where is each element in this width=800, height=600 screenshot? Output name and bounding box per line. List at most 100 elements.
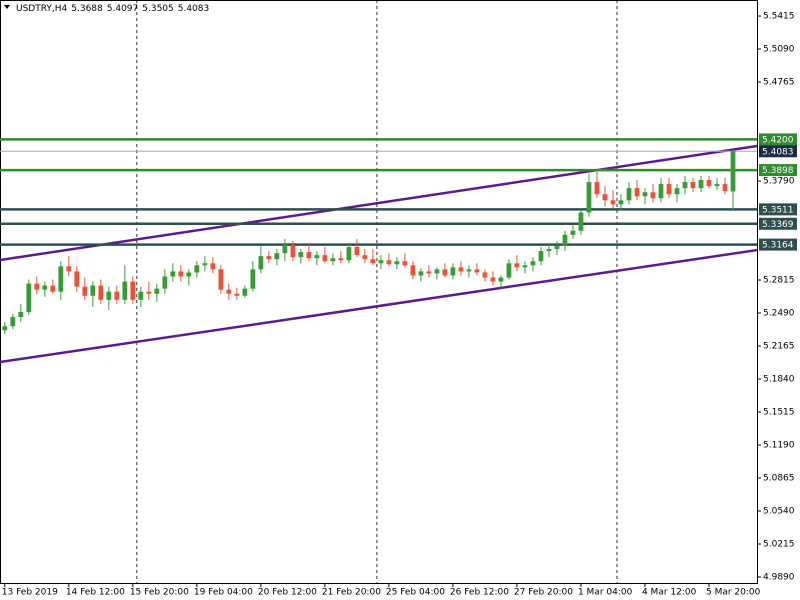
plot-frame xyxy=(0,0,758,584)
y-tick-label: 5.1515 xyxy=(763,408,795,418)
candle-body xyxy=(26,283,32,313)
x-tick-label: 21 Feb 20:00 xyxy=(322,588,381,598)
candle-body xyxy=(162,276,168,289)
candle-body xyxy=(674,188,680,195)
candle-body xyxy=(274,253,280,260)
candle-body xyxy=(18,312,24,318)
candle-body xyxy=(250,269,256,289)
price-label-box xyxy=(759,145,797,158)
price-label-box xyxy=(759,203,797,216)
candle-body xyxy=(50,285,56,292)
candle-body xyxy=(74,271,80,287)
candle-body xyxy=(442,269,448,276)
candle-body xyxy=(338,258,344,261)
candle-body xyxy=(546,249,552,252)
candle-body xyxy=(98,285,104,300)
y-tick-label: 5.5415 xyxy=(763,12,795,22)
chart-header: USDTRY,H4 5.3688 5.4097 5.3505 5.4083 xyxy=(16,4,209,14)
symbol: USDTRY,H4 xyxy=(16,4,68,14)
candle-body xyxy=(298,252,304,258)
candle-body xyxy=(562,234,568,247)
candle-body xyxy=(170,271,176,277)
candle-body xyxy=(130,281,136,300)
candle-body xyxy=(290,244,296,258)
candle-body xyxy=(370,259,376,264)
candle-body xyxy=(658,184,664,199)
candle-body xyxy=(106,291,112,300)
candle-body xyxy=(538,251,544,262)
candle-body xyxy=(410,265,416,276)
y-tick-label: 5.5090 xyxy=(763,45,795,55)
candle-body xyxy=(618,200,624,205)
candle-body xyxy=(10,317,16,327)
candle-body xyxy=(178,271,184,277)
candle-body xyxy=(530,261,536,266)
candle-body xyxy=(426,271,432,274)
candle-body xyxy=(602,194,608,201)
candle-body xyxy=(202,263,208,266)
candle-body xyxy=(666,184,672,195)
candle-body xyxy=(578,212,584,231)
y-tick-label: 5.4765 xyxy=(763,78,795,88)
candle-body xyxy=(234,293,240,296)
candle-body xyxy=(82,286,88,296)
candle-body xyxy=(378,260,384,264)
candle-body xyxy=(194,265,200,273)
price-label: 5.4083 xyxy=(762,147,794,157)
candle-body xyxy=(42,285,48,290)
x-tick-label: 26 Feb 12:00 xyxy=(450,588,509,598)
candle-body xyxy=(354,247,360,256)
candle-body xyxy=(522,265,528,268)
candle-body xyxy=(330,258,336,262)
candle-body xyxy=(642,192,648,197)
menu-triangle xyxy=(4,5,10,9)
x-tick-label: 5 Mar 20:00 xyxy=(706,588,761,598)
candle-body xyxy=(594,182,600,195)
candle-body xyxy=(122,281,128,300)
candle-body xyxy=(242,288,248,296)
x-tick-label: 1 Mar 04:00 xyxy=(578,588,633,598)
price-label: 5.4200 xyxy=(762,135,794,145)
candle-body xyxy=(34,283,40,290)
candle-body xyxy=(266,256,272,260)
x-tick-label: 27 Feb 20:00 xyxy=(514,588,573,598)
trend-line xyxy=(0,144,758,262)
candle-body xyxy=(706,180,712,187)
y-tick-label: 5.0215 xyxy=(763,540,795,550)
candle-body xyxy=(450,267,456,276)
candle-body xyxy=(186,272,192,277)
candle-body xyxy=(682,182,688,189)
candle-body xyxy=(314,255,320,259)
candle-body xyxy=(514,263,520,268)
candle-body xyxy=(730,151,736,192)
y-tick-label: 5.2815 xyxy=(763,276,795,286)
candle-body xyxy=(698,180,704,189)
candle-body xyxy=(586,182,592,213)
candle-body xyxy=(650,192,656,199)
candle-body xyxy=(210,263,216,270)
trend-line xyxy=(0,248,758,364)
x-tick-label: 19 Feb 04:00 xyxy=(194,588,253,598)
price-label-box xyxy=(759,164,797,177)
candle-body xyxy=(458,267,464,272)
header-value: 5.4097 xyxy=(107,4,139,14)
candle-body xyxy=(2,326,8,331)
candle-body xyxy=(722,184,728,192)
y-tick-label: 5.2490 xyxy=(763,309,795,319)
candle-body xyxy=(554,246,560,250)
price-label: 5.3164 xyxy=(762,241,794,251)
candle-body xyxy=(154,288,160,294)
candle-body xyxy=(346,247,352,261)
candle-body xyxy=(418,271,424,276)
price-label: 5.3898 xyxy=(762,166,794,176)
candle-body xyxy=(482,272,488,278)
candle-body xyxy=(394,261,400,265)
candle-body xyxy=(466,269,472,272)
x-tick-label: 13 Feb 2019 xyxy=(2,588,58,598)
price-label-box xyxy=(759,217,797,230)
header-value: 5.3688 xyxy=(71,4,103,14)
header-value: 5.4083 xyxy=(178,4,210,14)
y-tick-label: 5.2165 xyxy=(763,342,795,352)
